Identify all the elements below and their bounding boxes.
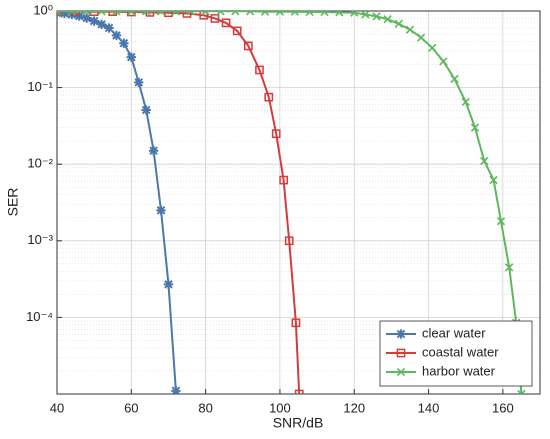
marker xyxy=(231,11,240,16)
marker xyxy=(164,11,173,18)
y-axis-label: SER xyxy=(5,188,21,217)
marker xyxy=(148,146,159,156)
x-tick-label: 40 xyxy=(50,400,64,415)
marker xyxy=(156,11,166,16)
marker xyxy=(496,217,506,226)
marker xyxy=(405,25,415,34)
marker xyxy=(264,92,274,102)
marker xyxy=(112,11,121,16)
marker xyxy=(372,12,381,21)
marker xyxy=(396,329,406,339)
y-tick-label: 10⁰ xyxy=(33,2,53,17)
marker xyxy=(82,11,91,16)
marker xyxy=(111,30,122,41)
marker xyxy=(96,19,107,30)
marker xyxy=(89,16,99,26)
marker xyxy=(320,11,329,17)
marker xyxy=(67,11,77,16)
marker xyxy=(489,175,498,185)
marker xyxy=(255,65,264,75)
marker xyxy=(470,123,480,132)
y-tick-label: 10⁻³ xyxy=(27,232,53,247)
marker xyxy=(74,11,84,21)
x-tick-label: 80 xyxy=(198,400,212,415)
marker xyxy=(134,77,144,88)
marker xyxy=(504,263,514,272)
series-line xyxy=(57,11,523,394)
marker xyxy=(232,26,242,36)
marker xyxy=(210,14,220,23)
marker xyxy=(428,43,437,53)
marker xyxy=(416,33,426,42)
marker xyxy=(383,15,392,24)
marker xyxy=(127,11,136,16)
marker xyxy=(141,105,151,115)
marker xyxy=(201,11,210,16)
marker xyxy=(182,11,192,18)
marker xyxy=(394,19,403,28)
marker xyxy=(156,205,166,215)
marker xyxy=(480,156,489,166)
marker xyxy=(439,57,448,66)
marker xyxy=(216,11,225,16)
x-tick-label: 100 xyxy=(269,400,291,415)
legend-label: clear water xyxy=(422,325,486,340)
marker xyxy=(260,11,270,16)
y-tick-label: 10⁻¹ xyxy=(27,79,53,94)
marker xyxy=(279,175,288,185)
marker xyxy=(350,11,359,17)
marker xyxy=(57,11,62,16)
marker xyxy=(171,11,181,16)
marker xyxy=(294,389,304,394)
series-layer xyxy=(57,11,526,394)
marker xyxy=(142,11,151,16)
marker xyxy=(246,11,255,16)
marker xyxy=(221,18,231,28)
marker xyxy=(335,11,344,17)
marker xyxy=(305,11,314,17)
marker xyxy=(290,11,299,16)
marker xyxy=(97,11,106,16)
x-tick-label: 120 xyxy=(343,400,365,415)
marker xyxy=(59,11,70,19)
y-tick-label: 10⁻² xyxy=(27,156,53,171)
legend-label: harbor water xyxy=(422,363,496,378)
marker xyxy=(186,11,195,16)
y-tick-label: 10⁻⁴ xyxy=(26,309,53,324)
marker xyxy=(275,11,285,16)
marker xyxy=(126,52,136,62)
marker xyxy=(396,348,406,358)
marker xyxy=(271,129,281,139)
marker xyxy=(104,23,114,33)
marker xyxy=(396,367,406,377)
marker xyxy=(517,389,526,394)
x-axis-label: SNR/dB xyxy=(273,415,324,431)
legend-label: coastal water xyxy=(422,344,499,359)
marker xyxy=(450,74,459,84)
x-tick-label: 160 xyxy=(492,400,514,415)
marker xyxy=(284,236,294,246)
marker xyxy=(171,386,181,394)
marker xyxy=(82,13,92,23)
marker xyxy=(119,38,129,48)
marker xyxy=(461,97,470,107)
marker xyxy=(291,318,301,328)
marker xyxy=(163,279,174,290)
marker xyxy=(361,11,370,19)
x-tick-label: 140 xyxy=(418,400,440,415)
x-tick-label: 60 xyxy=(124,400,138,415)
marker xyxy=(243,41,253,51)
